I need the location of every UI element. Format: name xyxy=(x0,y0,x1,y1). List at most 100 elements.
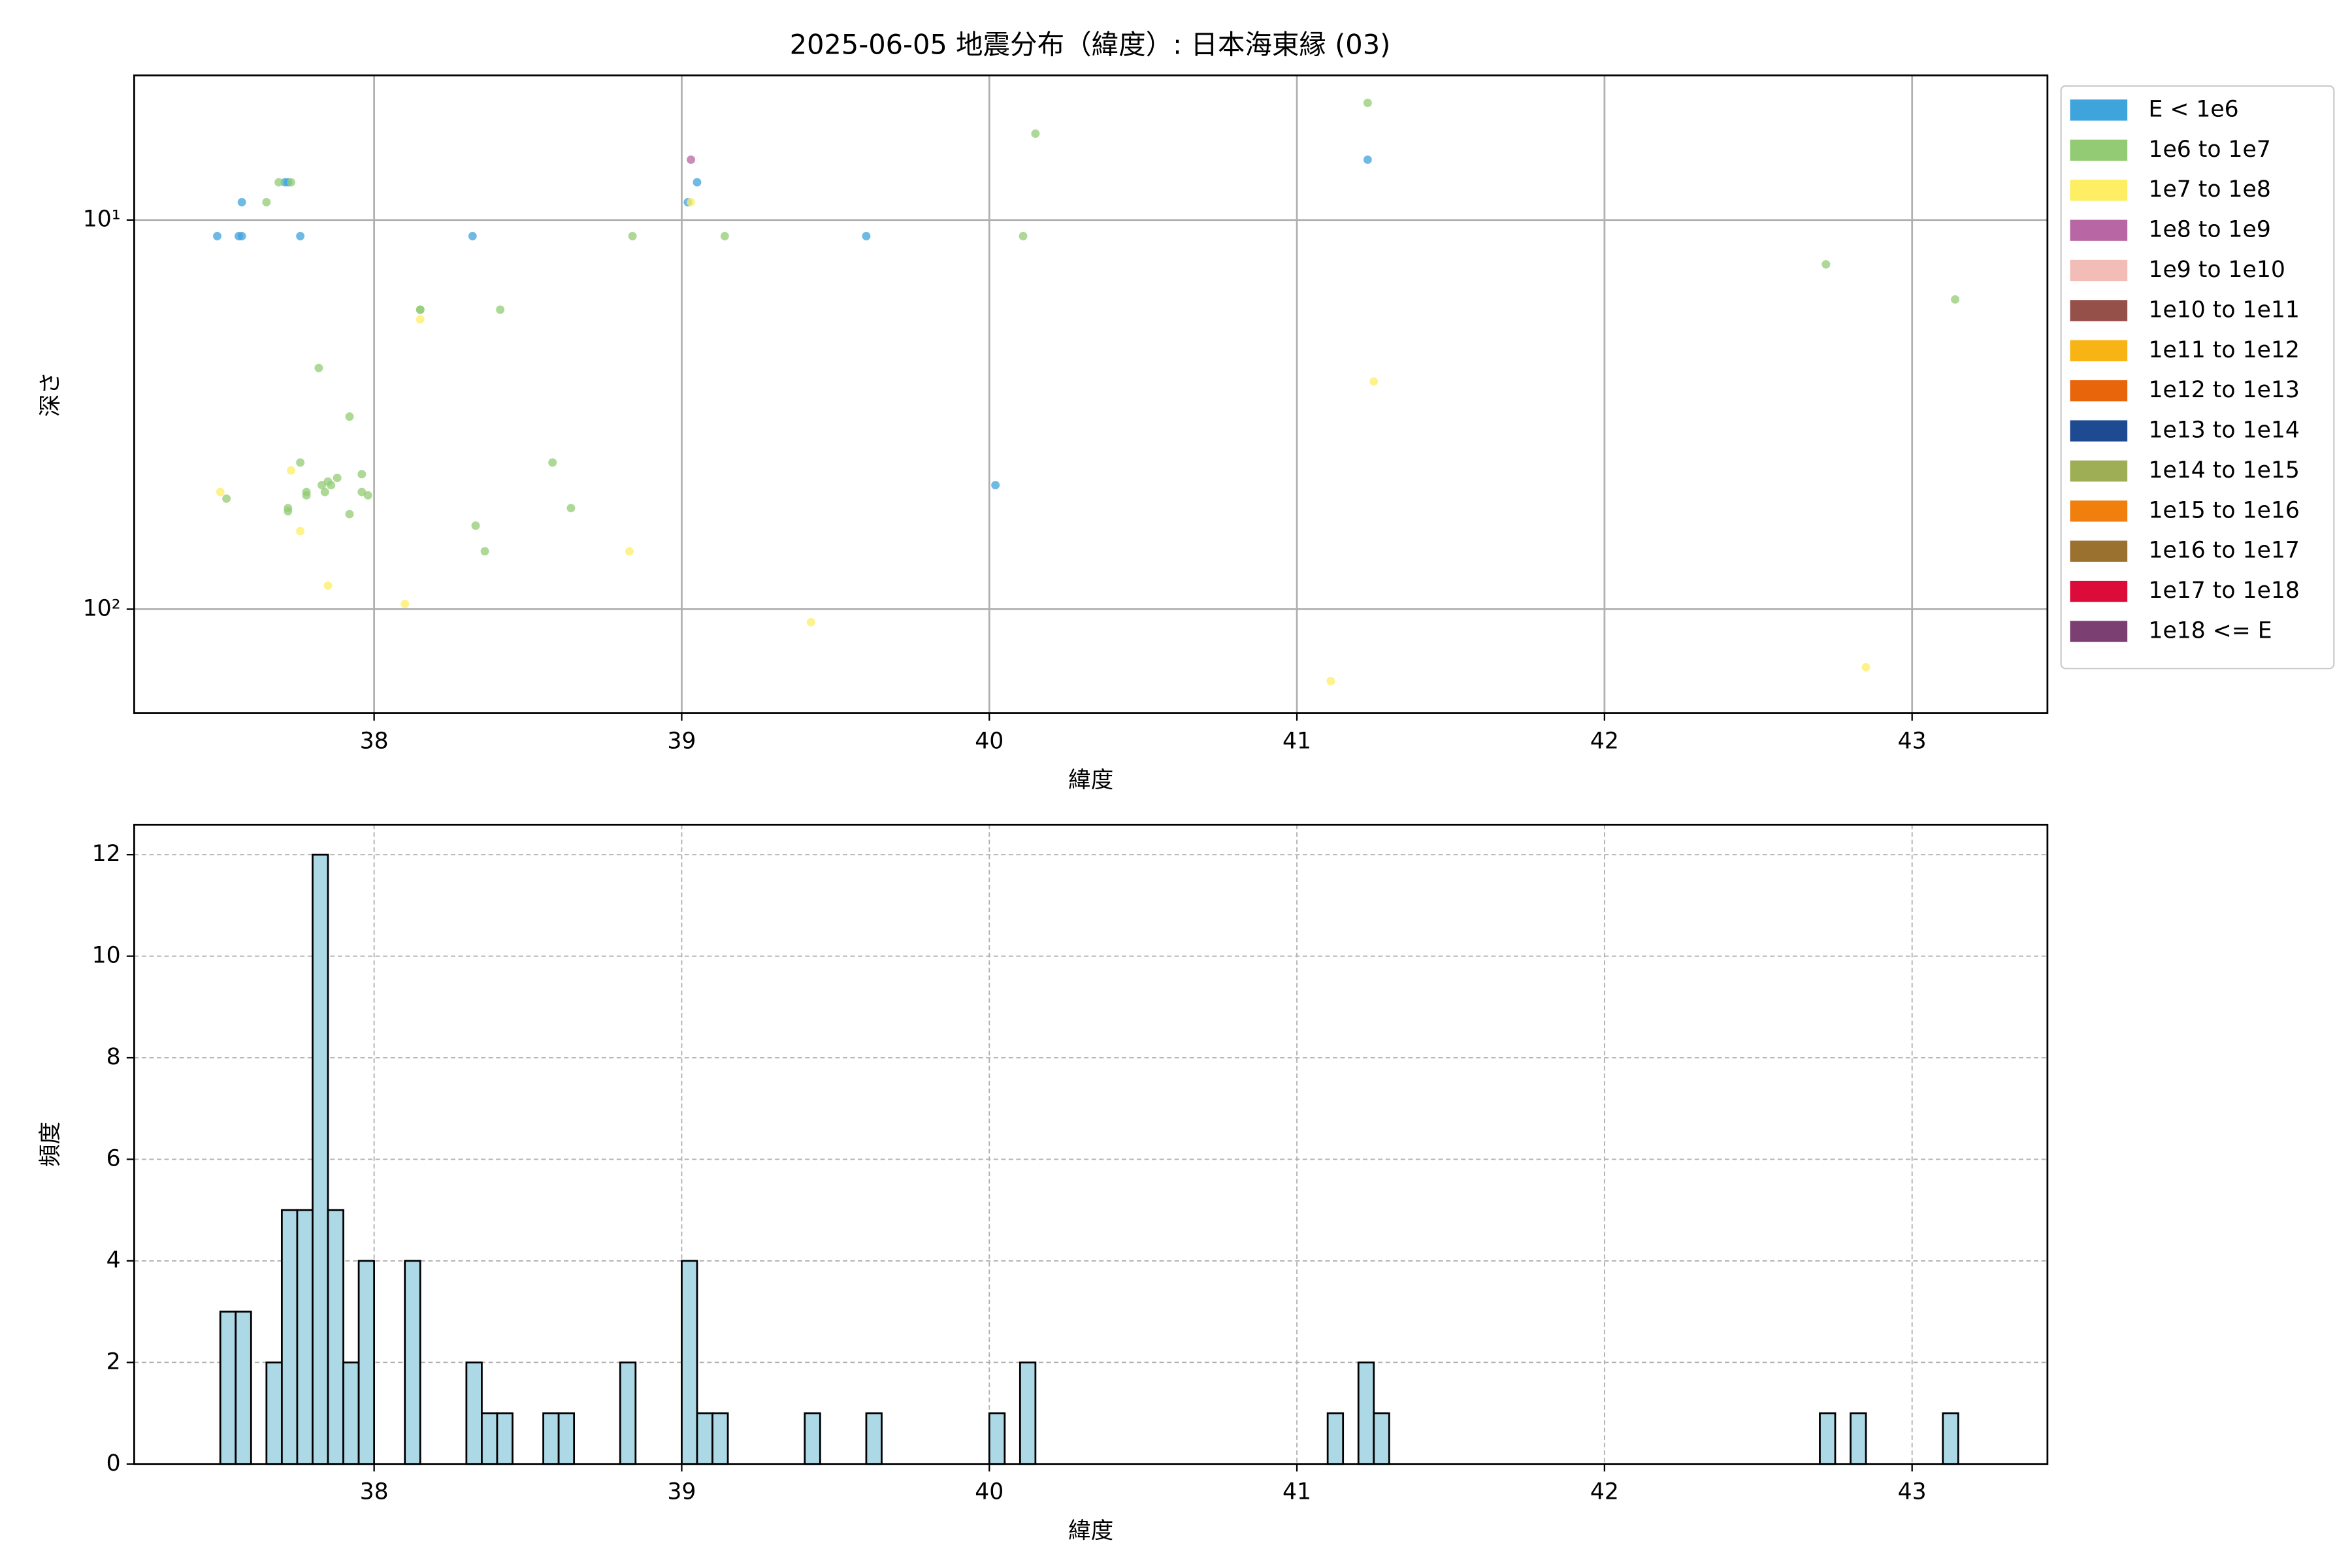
x-tick-label: 43 xyxy=(1898,1479,1927,1505)
x-axis-label: 緯度 xyxy=(1068,1518,1113,1544)
point xyxy=(471,521,480,530)
x-tick-label: 41 xyxy=(1282,728,1311,754)
bar xyxy=(1942,1412,1959,1465)
bar xyxy=(265,1361,283,1465)
y-tick-label: 6 xyxy=(106,1145,121,1171)
x-tick-label: 42 xyxy=(1590,1479,1619,1505)
y-tick-label: 0 xyxy=(106,1450,121,1477)
point xyxy=(1326,676,1335,685)
y-axis-label: 深さ xyxy=(37,372,63,417)
y-tick-label: 12 xyxy=(92,841,121,867)
y-tick-label: 10¹ xyxy=(83,206,121,233)
bar xyxy=(711,1412,729,1465)
bar xyxy=(1357,1361,1375,1465)
point xyxy=(1363,98,1372,107)
legend-swatch xyxy=(2070,380,2128,402)
point xyxy=(237,198,246,206)
bar xyxy=(1373,1412,1390,1465)
bar xyxy=(465,1361,483,1465)
x-tick-label: 38 xyxy=(360,1479,389,1505)
point xyxy=(222,494,231,503)
point xyxy=(693,178,702,187)
x-tick-label: 39 xyxy=(667,728,696,754)
bar xyxy=(988,1412,1006,1465)
point xyxy=(363,491,372,500)
bar xyxy=(804,1412,821,1465)
legend-swatch xyxy=(2070,460,2128,482)
bar xyxy=(235,1311,252,1465)
point xyxy=(1363,155,1372,164)
point xyxy=(720,231,729,240)
x-tick-label: 41 xyxy=(1282,1479,1311,1505)
y-tick-label: 10 xyxy=(92,943,121,969)
x-tick-label: 38 xyxy=(360,728,389,754)
legend-swatch xyxy=(2070,300,2128,321)
legend-swatch xyxy=(2070,580,2128,602)
point xyxy=(628,231,637,240)
point xyxy=(318,481,327,489)
point xyxy=(345,510,354,519)
legend-label: 1e16 to 1e17 xyxy=(2148,538,2299,564)
point xyxy=(287,178,295,187)
bar xyxy=(1850,1412,1867,1465)
legend-label: 1e10 to 1e11 xyxy=(2148,297,2299,323)
point xyxy=(274,178,284,187)
bar xyxy=(312,853,329,1465)
point xyxy=(284,506,293,515)
point xyxy=(862,231,871,240)
bar xyxy=(542,1412,560,1465)
legend-swatch xyxy=(2070,540,2128,562)
bar xyxy=(357,1260,376,1465)
chart-title: 2025-06-05 地震分布（緯度）: 日本海東縁 (03) xyxy=(790,29,1391,61)
point xyxy=(416,315,425,324)
point xyxy=(806,617,815,627)
point xyxy=(237,231,246,240)
y-axis-label: 頻度 xyxy=(37,1122,63,1167)
legend-label: 1e15 to 1e16 xyxy=(2148,497,2299,523)
point xyxy=(302,491,311,500)
legend-swatch xyxy=(2070,420,2128,442)
bar xyxy=(404,1260,421,1465)
legend-swatch xyxy=(2070,139,2128,161)
point xyxy=(1031,129,1040,139)
point xyxy=(480,547,489,556)
plot-frame xyxy=(133,74,2049,714)
legend-label: 1e8 to 1e9 xyxy=(2148,217,2270,243)
x-tick-label: 42 xyxy=(1590,728,1619,754)
legend-swatch xyxy=(2070,621,2128,642)
point xyxy=(323,581,333,590)
x-tick-label: 40 xyxy=(975,728,1004,754)
legend-label: 1e11 to 1e12 xyxy=(2148,337,2299,363)
y-tick-label: 8 xyxy=(106,1044,121,1070)
legend-label: 1e9 to 1e10 xyxy=(2148,257,2285,283)
bar xyxy=(681,1260,698,1465)
point xyxy=(1019,231,1028,240)
point xyxy=(213,231,221,240)
plot-frame xyxy=(133,823,2049,1465)
point xyxy=(468,231,477,240)
legend-label: 1e7 to 1e8 xyxy=(2148,176,2270,203)
point xyxy=(1369,377,1379,386)
legend-label: E < 1e6 xyxy=(2148,96,2238,122)
bar xyxy=(342,1361,360,1465)
point xyxy=(262,198,271,206)
legend-label: 1e14 to 1e15 xyxy=(2148,457,2299,483)
point xyxy=(357,487,367,497)
legend-swatch xyxy=(2070,340,2128,361)
point xyxy=(320,487,329,497)
point xyxy=(400,600,410,608)
legend-box xyxy=(2060,85,2335,670)
bar xyxy=(296,1209,314,1465)
x-tick-label: 40 xyxy=(975,1479,1004,1505)
bar xyxy=(327,1209,344,1465)
x-tick-label: 43 xyxy=(1898,728,1927,754)
point xyxy=(287,466,295,475)
point xyxy=(548,458,557,467)
legend-swatch xyxy=(2070,99,2128,121)
legend-swatch xyxy=(2070,180,2128,201)
bar xyxy=(481,1412,498,1465)
point xyxy=(496,305,505,314)
y-tick-label: 4 xyxy=(106,1247,121,1273)
bar xyxy=(1819,1412,1837,1465)
